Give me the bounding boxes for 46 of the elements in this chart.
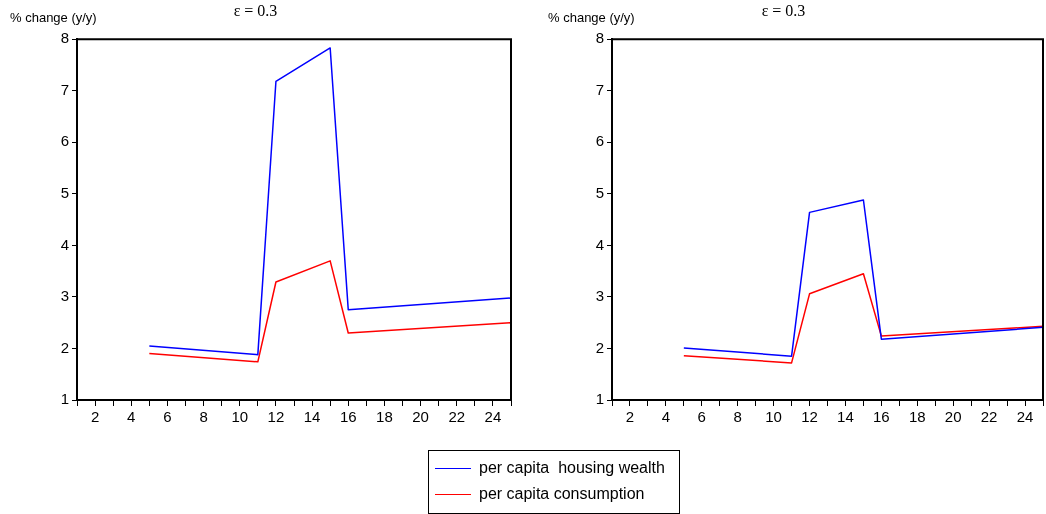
y-tick-label: 2	[595, 338, 604, 356]
x-tick-label: 6	[697, 408, 706, 426]
y-tick-label: 1	[595, 390, 604, 408]
x-tick-label: 16	[339, 408, 357, 426]
x-tick-label: 12	[801, 408, 818, 426]
x-tick-label: 2	[625, 408, 635, 426]
legend-label: per capita housing wealth	[479, 459, 665, 477]
y-tick-label: 1	[60, 390, 69, 408]
y-axis-title: % change (y/y)	[548, 9, 635, 25]
y-tick-label: 5	[60, 183, 69, 201]
x-tick-label: 24	[484, 408, 502, 426]
x-tick-label: 22	[448, 408, 466, 426]
x-tick-label: 14	[837, 408, 854, 426]
x-tick-label: 20	[412, 408, 429, 426]
x-tick-label: 2	[90, 408, 100, 426]
y-tick-label: 2	[60, 338, 69, 356]
y-tick-label: 4	[60, 235, 69, 253]
x-tick-label: 18	[376, 408, 393, 426]
x-tick-label: 8	[199, 408, 208, 426]
y-tick-label: 5	[595, 183, 604, 201]
x-tick-label: 6	[163, 408, 172, 426]
y-tick-label: 8	[595, 29, 604, 47]
x-tick-label: 24	[1016, 408, 1034, 426]
y-tick-label: 6	[595, 132, 604, 150]
x-tick-label: 14	[303, 408, 321, 426]
y-axis-title: % change (y/y)	[10, 9, 97, 25]
y-tick-label: 6	[60, 132, 69, 150]
y-tick-label: 3	[60, 287, 69, 305]
x-tick-label: 8	[733, 408, 742, 426]
legend-label: per capita consumption	[479, 485, 645, 503]
x-tick-label: 22	[980, 408, 998, 426]
x-tick-label: 12	[267, 408, 285, 426]
y-tick-label: 8	[60, 29, 69, 47]
y-tick-label: 7	[60, 80, 69, 98]
x-tick-label: 18	[908, 408, 926, 426]
y-tick-label: 3	[595, 287, 604, 305]
x-tick-label: 4	[661, 408, 671, 426]
y-tick-label: 7	[595, 80, 604, 98]
x-tick-label: 10	[765, 408, 782, 426]
x-tick-label: 20	[944, 408, 962, 426]
x-tick-label: 16	[873, 408, 890, 426]
chart-title: ε = 0.3	[761, 1, 806, 19]
chart-title: ε = 0.3	[233, 1, 278, 19]
x-tick-label: 4	[127, 408, 136, 426]
x-tick-label: 10	[231, 408, 249, 426]
y-tick-label: 4	[595, 235, 604, 253]
